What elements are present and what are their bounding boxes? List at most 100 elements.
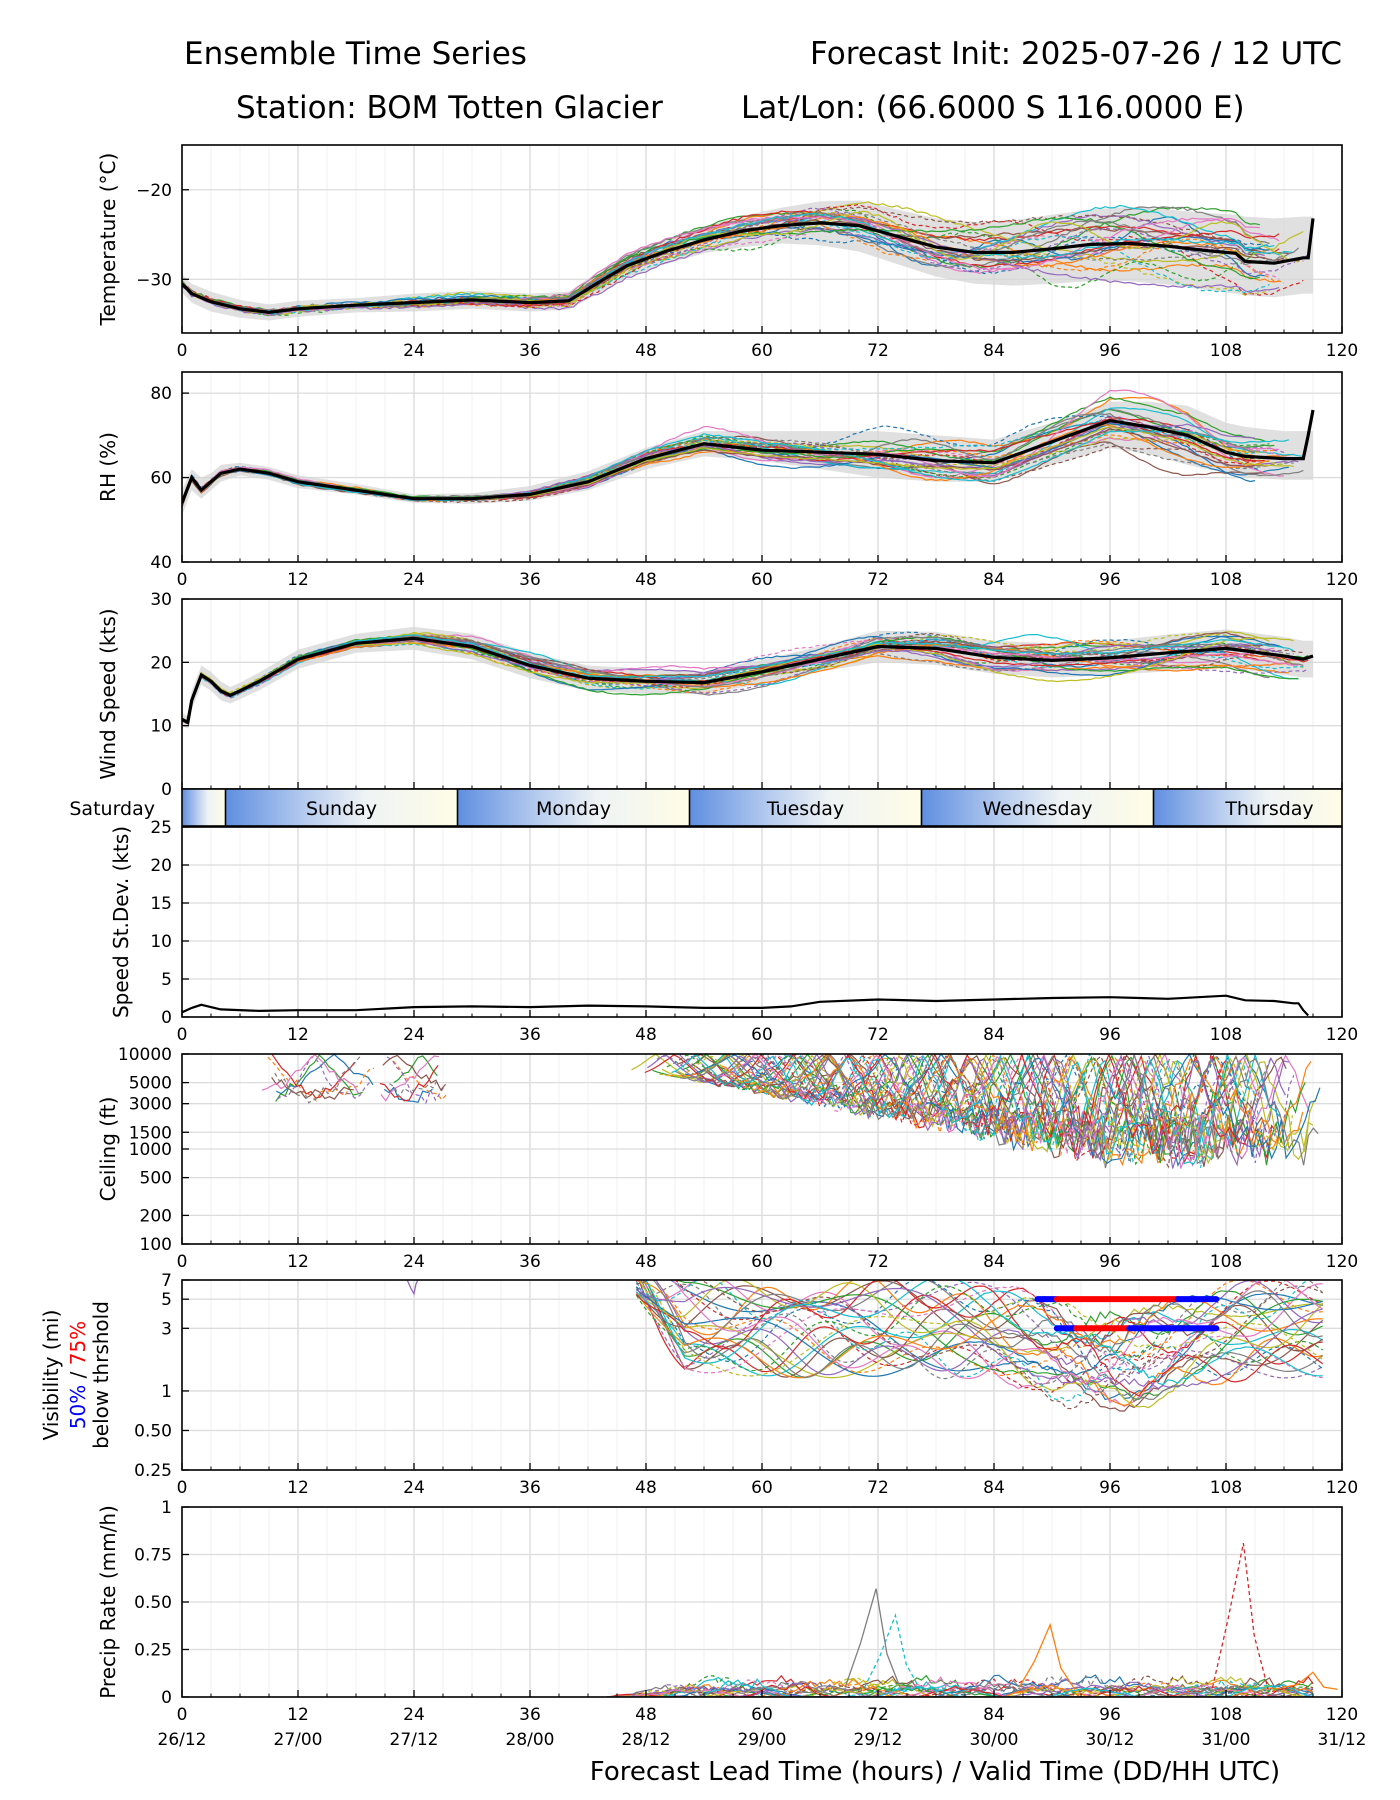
precip-peak-line [1281,1671,1338,1691]
ensemble-member-line [182,430,1289,504]
x-tick-label: 72 [867,1705,889,1725]
y-tick-label: 0.75 [134,1546,172,1566]
y-axis-label: Precip Rate (mm/h) [96,1505,120,1699]
visibility-member-line [671,1280,1324,1387]
visibility-member-line [636,1286,1323,1390]
plot-area [261,1054,1321,1169]
ensemble-member-line [182,642,1270,724]
y-tick-label: 20 [150,856,172,876]
x-tick-label: 84 [983,341,1005,361]
x-tick-label: 0 [177,1252,188,1272]
ensemble-mean-line [182,636,1314,725]
ceiling-member-line [261,1054,360,1094]
precip-member-line [607,1676,1313,1697]
ceiling-member-line [383,1086,433,1103]
x-tick-label: 24 [403,1478,425,1498]
x-tick-label: 36 [519,1705,541,1725]
ceiling-member-line [379,1065,439,1102]
y-tick-label: 200 [140,1206,172,1226]
ceiling-member-line [661,1054,1316,1165]
y-tick-label: 1500 [129,1123,172,1143]
y-axis-label: Wind Speed (kts) [96,608,120,779]
panel-6: 0 0.25 0.50 0.75 1 0 12 24 36 48 60 72 84 96 108 120 Pre… [96,1498,1358,1725]
x-tick-label: 0 [177,1478,188,1498]
x-tick-label: 72 [867,1025,889,1045]
ceiling-member-line [276,1054,374,1095]
panel-1: 40 60 80 0 12 24 36 48 60 72 84 96 108 120 RH (%) [96,371,1358,590]
valid-time-label: 26/12 [158,1730,207,1750]
x-tick-label: 36 [519,1025,541,1045]
x-tick-label: 48 [635,570,657,590]
x-tick-label: 24 [403,1252,425,1272]
ensemble-member-line [182,642,1289,723]
y-tick-label: 60 [150,469,172,489]
x-tick-label: 48 [635,1705,657,1725]
x-tick-label: 120 [1326,1705,1358,1725]
x-tick-label: 24 [403,341,425,361]
y-tick-label: 500 [140,1169,172,1189]
y-axis-label: Ceiling (ft) [96,1097,120,1202]
x-tick-label: 84 [983,1252,1005,1272]
x-tick-label: 108 [1210,341,1242,361]
visibility-member-line [636,1280,1323,1410]
visibility-member-line [637,1280,1324,1409]
y-axis-label: Temperature (°C) [96,153,120,327]
visibility-member-line [636,1280,1323,1407]
ensemble-member-line [182,638,1270,723]
day-segment [689,789,922,826]
day-label: Sunday [306,798,377,820]
x-tick-label: 84 [983,1025,1005,1045]
y-tick-label: 80 [150,384,172,404]
x-tick-label: 108 [1210,570,1242,590]
visibility-member-line [635,1280,1324,1377]
day-segment [182,789,226,826]
speed-stdev-line [182,994,1310,1017]
precip-peak-line [1018,1622,1076,1690]
y-tick-label: 5 [161,970,172,990]
ceiling-member-line [691,1054,1287,1167]
precip-member-line [607,1681,1313,1697]
x-tick-label: 48 [635,1478,657,1498]
plot-area [182,200,1315,321]
valid-time-label: 27/12 [390,1730,439,1750]
x-tick-label: 0 [177,341,188,361]
plot-area [406,1280,1324,1412]
ceiling-member-line [380,1055,439,1102]
ensemble-member-line [182,396,1265,502]
precip-peak-line [1211,1542,1269,1690]
precip-peak-line [844,1588,902,1690]
x-tick-label: 0 [177,1705,188,1725]
x-tick-label: 0 [177,570,188,590]
precip-member-line [607,1679,1314,1697]
y-axis-label: RH (%) [96,432,120,502]
station-latlon: Lat/Lon: (66.6000 S 116.0000 E) [741,90,1245,126]
x-tick-label: 60 [751,1025,773,1045]
ceiling-member-line [721,1054,1312,1167]
day-label: Wednesday [982,798,1092,820]
y-tick-label: 1000 [129,1140,172,1160]
x-tick-label: 120 [1326,1252,1358,1272]
y-tick-label: 1 [161,1382,172,1402]
precip-member-line [607,1677,1313,1697]
x-tick-label: 12 [287,570,309,590]
x-tick-label: 48 [635,1025,657,1045]
x-tick-label: 120 [1326,1025,1358,1045]
visibility-member-line [635,1280,1310,1402]
y-tick-label: 40 [150,553,172,573]
valid-time-label: 29/00 [738,1730,787,1750]
ceiling-member-line [659,1055,1293,1164]
valid-time-label: 30/12 [1086,1730,1135,1750]
ceiling-member-line [664,1054,1304,1164]
day-segment [457,789,690,826]
x-axis-label: Forecast Lead Time (hours) / Valid Time … [590,1757,1280,1787]
y-tick-label: 7 [161,1271,172,1291]
y-tick-label: −20 [136,181,172,201]
ensemble-member-line [182,227,1280,313]
y-tick-label: 0.50 [134,1421,172,1441]
y-tick-label: −30 [136,270,172,290]
visibility-member-line [642,1280,1323,1379]
panel-5: 0.25 0.50 1 3 57 0 12 24 36 48 60 72 84 96 108 120 Visib… [39,1271,1358,1498]
x-tick-label: 36 [519,570,541,590]
